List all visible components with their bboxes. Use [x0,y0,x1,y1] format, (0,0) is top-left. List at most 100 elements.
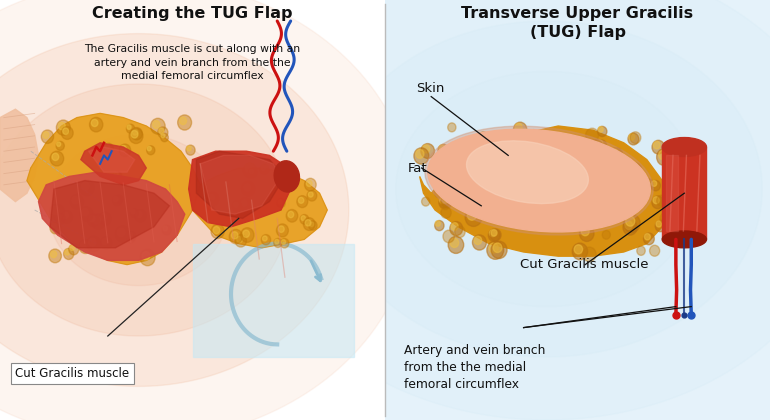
Circle shape [50,251,57,257]
Circle shape [286,210,298,222]
Circle shape [490,204,499,214]
Circle shape [231,232,238,239]
Circle shape [652,140,665,154]
Circle shape [81,241,87,248]
Polygon shape [331,21,762,357]
Polygon shape [662,147,706,239]
Text: Fat: Fat [408,162,427,174]
Circle shape [628,163,641,177]
Circle shape [237,236,243,243]
Circle shape [278,200,282,204]
Circle shape [443,230,454,243]
Circle shape [56,120,70,135]
Polygon shape [192,244,354,357]
Circle shape [598,126,607,136]
Circle shape [624,221,632,229]
Circle shape [116,196,119,200]
Circle shape [655,220,665,232]
Circle shape [630,132,641,144]
Circle shape [308,192,313,197]
Circle shape [239,198,251,211]
Circle shape [562,189,574,202]
Circle shape [99,212,111,226]
Circle shape [259,164,269,174]
Circle shape [310,222,314,226]
Circle shape [229,229,243,244]
Circle shape [490,229,501,241]
Circle shape [514,122,527,136]
Circle shape [131,209,135,214]
Circle shape [261,165,266,171]
Circle shape [454,189,460,197]
Circle shape [244,184,250,191]
Circle shape [115,226,130,242]
Polygon shape [250,0,770,420]
Polygon shape [200,155,281,214]
Circle shape [240,228,254,242]
Circle shape [49,204,65,221]
Circle shape [474,236,482,244]
Circle shape [609,148,623,163]
Circle shape [42,130,54,144]
Circle shape [92,119,98,126]
Circle shape [89,215,95,222]
Circle shape [163,226,167,231]
Circle shape [70,194,84,209]
Circle shape [89,238,95,246]
Circle shape [657,149,672,165]
Circle shape [82,182,89,190]
Ellipse shape [425,126,653,235]
Circle shape [127,125,131,129]
Circle shape [296,196,308,207]
Circle shape [651,181,657,186]
Circle shape [440,198,451,210]
Circle shape [50,151,64,166]
Circle shape [126,124,135,133]
Circle shape [623,220,637,235]
Circle shape [69,244,79,255]
Circle shape [82,209,89,216]
Circle shape [127,234,132,239]
Circle shape [112,196,122,206]
Circle shape [309,221,317,230]
Circle shape [235,234,246,247]
Circle shape [414,148,429,164]
Circle shape [489,243,498,253]
Polygon shape [49,134,229,286]
Polygon shape [0,0,414,420]
Circle shape [70,245,75,250]
Circle shape [55,214,61,220]
Circle shape [488,229,500,241]
Circle shape [206,201,211,206]
Polygon shape [666,155,678,231]
Polygon shape [196,151,285,218]
Circle shape [206,200,214,210]
Circle shape [55,213,65,224]
Circle shape [653,197,659,204]
Circle shape [517,135,527,146]
Circle shape [585,128,598,142]
Circle shape [56,142,65,150]
Circle shape [465,208,482,226]
Circle shape [442,197,448,203]
Circle shape [597,151,611,166]
Circle shape [121,145,126,152]
Circle shape [248,168,257,177]
Circle shape [598,126,603,132]
Circle shape [65,249,70,255]
Circle shape [666,231,675,242]
Circle shape [572,243,588,260]
Circle shape [104,143,113,153]
Circle shape [100,214,106,220]
Circle shape [242,181,255,196]
Circle shape [598,140,603,146]
Circle shape [62,212,68,218]
Circle shape [62,126,73,139]
Circle shape [115,195,123,204]
Circle shape [455,226,465,237]
Circle shape [450,221,463,236]
Circle shape [249,169,253,174]
Circle shape [452,188,465,202]
Circle shape [209,194,214,201]
Circle shape [629,166,641,178]
